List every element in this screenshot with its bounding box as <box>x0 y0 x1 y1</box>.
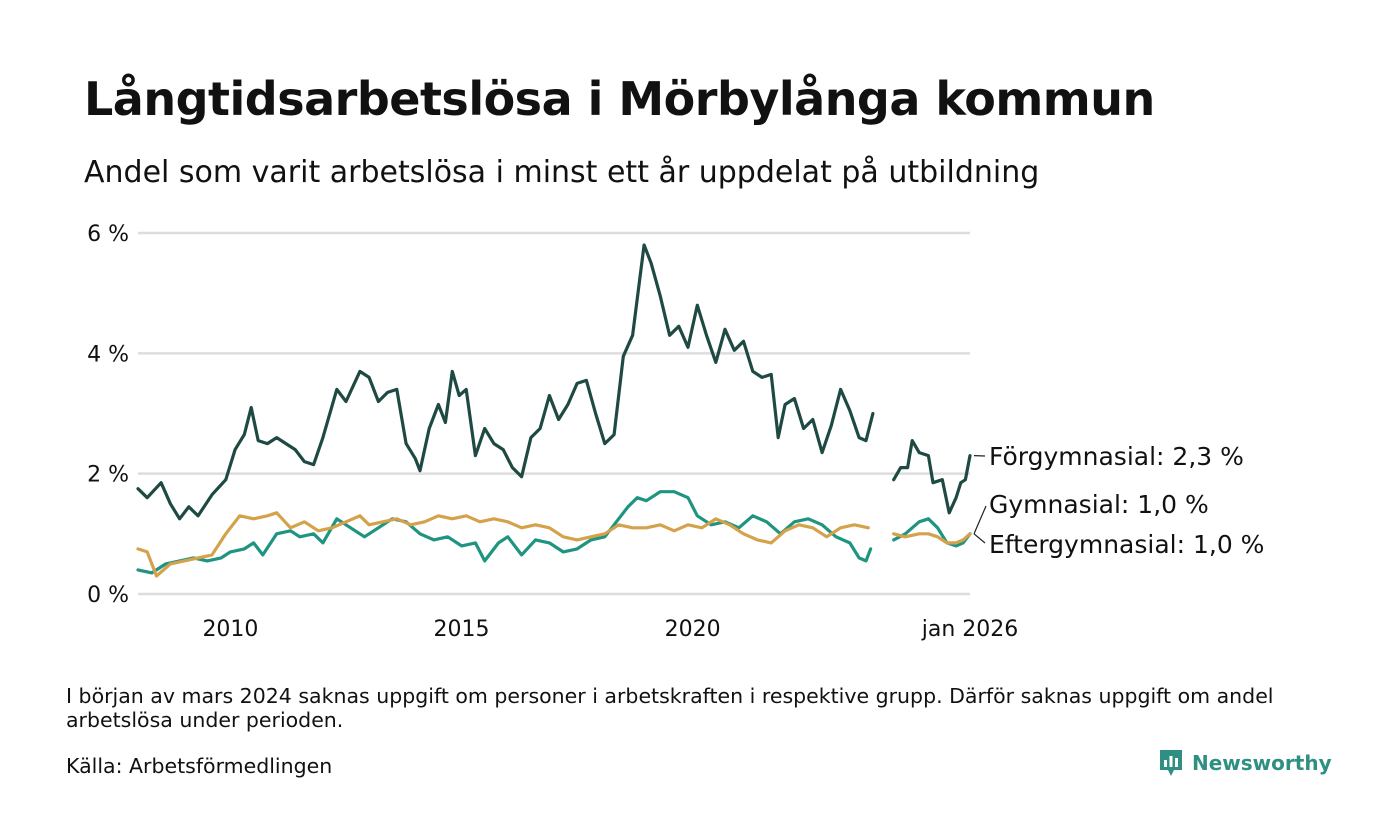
source-note: Källa: Arbetsförmedlingen <box>66 754 333 778</box>
y-tick-label: 0 % <box>87 583 129 608</box>
chart-title: Långtidsarbetslösa i Mörbylånga kommun <box>84 72 1155 126</box>
x-tick-label: jan 2026 <box>921 617 1019 642</box>
y-tick-label: 4 % <box>87 342 129 367</box>
series-line-gymnasial <box>892 517 972 548</box>
y-tick-label: 6 % <box>87 222 129 247</box>
series-end-label-förgymnasial: Förgymnasial: 2,3 % <box>989 442 1244 471</box>
leader-line-eftergymnasial <box>973 533 986 544</box>
y-tick-label: 2 % <box>87 463 129 488</box>
footnote: I början av mars 2024 saknas uppgift om … <box>66 684 1274 732</box>
series-line-eftergymnasial <box>892 532 972 545</box>
chart-subtitle: Andel som varit arbetslösa i minst ett å… <box>84 155 1040 190</box>
series-line-förgymnasial <box>136 243 875 521</box>
newsworthy-logo-text: Newsworthy <box>1192 751 1332 775</box>
newsworthy-logo[interactable]: Newsworthy <box>1158 748 1332 778</box>
newsworthy-logo-icon <box>1160 750 1182 776</box>
leader-line-gymnasial <box>973 505 987 535</box>
x-tick-label: 2020 <box>665 617 721 642</box>
x-tick-label: 2015 <box>434 617 490 642</box>
series-line-gymnasial <box>136 490 873 575</box>
series-line-eftergymnasial <box>136 511 870 578</box>
series-line-förgymnasial <box>892 439 972 515</box>
series-end-label-gymnasial: Gymnasial: 1,0 % <box>989 490 1209 519</box>
x-tick-label: 2010 <box>202 617 258 642</box>
series-end-label-eftergymnasial: Eftergymnasial: 1,0 % <box>989 530 1264 559</box>
